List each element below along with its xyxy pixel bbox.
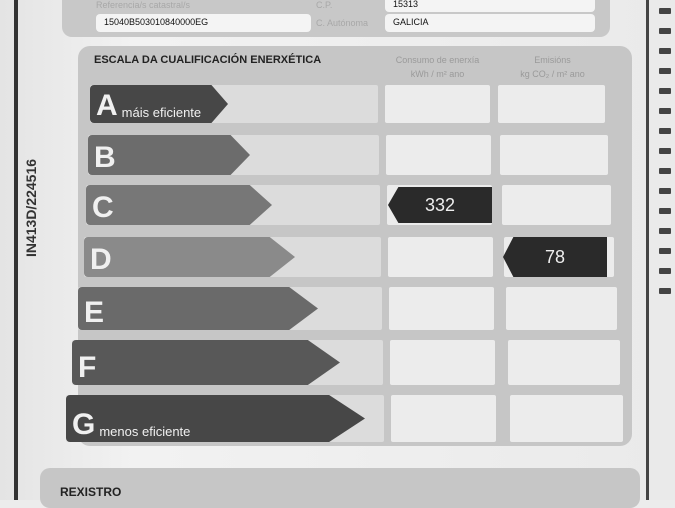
spiral-binding: [659, 208, 671, 214]
emisions-cell: [508, 340, 620, 385]
emisions-cell: [502, 185, 611, 225]
spiral-binding: [659, 48, 671, 54]
rating-sublabel: [104, 327, 108, 330]
emisions-header-line: Emisións: [534, 55, 571, 65]
spiral-binding: [659, 228, 671, 234]
cp-value: 15313: [385, 0, 595, 12]
rating-sublabel: [112, 274, 116, 277]
spiral-binding: [659, 108, 671, 114]
rating-letter: A: [96, 89, 118, 122]
rating-arrow-b: B: [88, 135, 250, 175]
rating-sublabel: [114, 222, 118, 225]
page-border-right: [646, 0, 649, 500]
rating-letter: F: [78, 351, 97, 384]
emisions-cell: [510, 395, 623, 442]
spiral-binding: [659, 128, 671, 134]
emisions-cell: [506, 287, 617, 330]
emisions-cell: [500, 135, 608, 175]
emisions-header: Emisións kg CO₂ / m² ano: [495, 53, 610, 81]
rating-sublabel: máis eficiente: [121, 105, 202, 120]
rating-letter: B: [94, 141, 116, 174]
rating-arrow-g: G menos eficiente: [66, 395, 365, 442]
consumo-cell: [386, 135, 491, 175]
rating-letter: E: [84, 296, 105, 329]
rating-letter: G: [72, 408, 96, 441]
emisions-cell: [498, 85, 605, 123]
rating-sublabel: [96, 382, 100, 385]
spiral-binding: [659, 88, 671, 94]
rating-letter: C: [92, 191, 114, 224]
rating-arrow-d: D: [84, 237, 295, 277]
consumo-cell: [388, 237, 493, 277]
rating-sublabel: menos eficiente: [99, 424, 191, 439]
ca-label: C. Autónoma: [316, 18, 369, 28]
cp-label: C.P.: [316, 0, 333, 10]
emisions-value-badge: 78: [503, 237, 607, 277]
consumo-value-badge: 332: [388, 187, 492, 223]
consumo-cell: [391, 395, 496, 442]
consumo-header-line: Consumo de enerxía: [395, 55, 480, 65]
spiral-binding: [659, 268, 671, 274]
spiral-binding: [659, 8, 671, 14]
consumo-cell: [389, 287, 494, 330]
rating-sublabel: [116, 172, 120, 175]
spiral-binding: [659, 248, 671, 254]
rexistro-label: REXISTRO: [60, 485, 122, 499]
scale-title: ESCALA DA CUALIFICACIÓN ENERXÉTICA: [94, 54, 322, 66]
spiral-binding: [659, 68, 671, 74]
consumo-header: Consumo de enerxía kWh / m² ano: [380, 53, 495, 81]
rating-arrow-e: E: [78, 287, 318, 330]
page-border: [14, 0, 18, 500]
side-code: IN413D/224516: [23, 158, 40, 258]
ca-value: GALICIA: [385, 14, 595, 32]
consumo-cell: [385, 85, 490, 123]
consumo-cell: [390, 340, 495, 385]
ref-value: 15040B503010840000EG: [96, 14, 311, 32]
rating-arrow-a: A máis eficiente: [90, 85, 228, 123]
spiral-binding: [659, 28, 671, 34]
consumo-unit: kWh / m² ano: [410, 69, 465, 79]
rating-arrow-f: F: [72, 340, 340, 385]
spiral-binding: [659, 288, 671, 294]
rexistro-panel: [40, 468, 640, 508]
rating-letter: D: [90, 243, 112, 276]
ref-label: Referencia/s catastral/s: [96, 0, 191, 10]
rating-arrow-c: C: [86, 185, 272, 225]
spiral-binding: [659, 188, 671, 194]
spiral-binding: [659, 148, 671, 154]
emisions-unit: kg CO₂ / m² ano: [520, 69, 585, 79]
spiral-binding: [659, 168, 671, 174]
